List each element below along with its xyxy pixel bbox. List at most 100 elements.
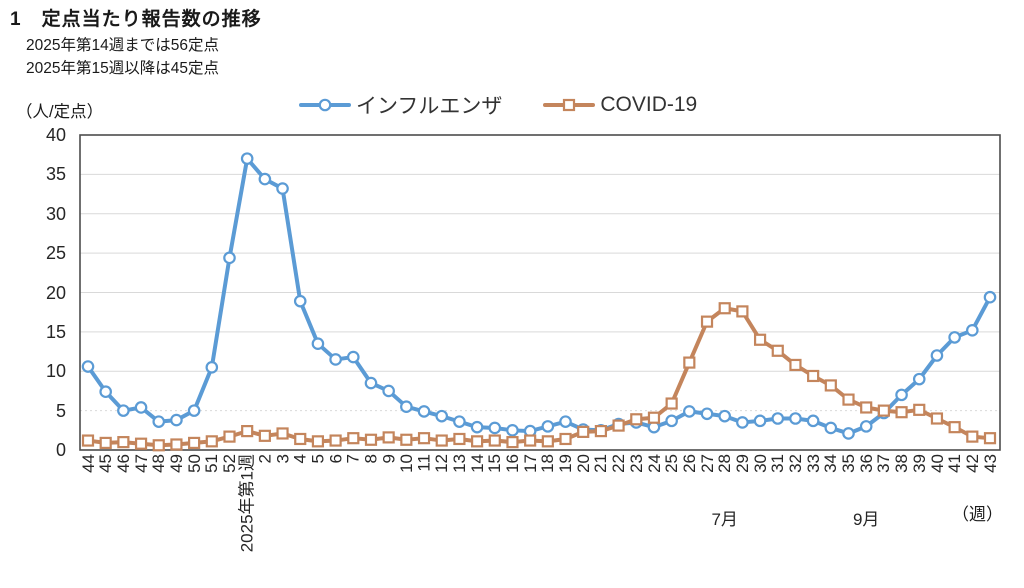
covid-19-marker xyxy=(223,430,236,443)
covid-19-marker xyxy=(895,406,908,419)
influenza-marker xyxy=(417,405,431,418)
covid-19-marker xyxy=(258,429,271,442)
covid-19-marker xyxy=(736,305,749,318)
y-tick-label-0: 0 xyxy=(55,440,66,460)
covid-19-marker xyxy=(435,434,448,447)
month-label: 7月 xyxy=(711,510,738,529)
y-axis-unit-label: （人/定点） xyxy=(16,103,104,121)
covid-19-marker xyxy=(559,432,572,446)
covid-19-marker xyxy=(630,413,643,426)
covid-19-marker xyxy=(347,432,360,445)
influenza-marker xyxy=(983,290,997,304)
covid-19-marker xyxy=(700,315,714,328)
influenza-marker xyxy=(700,407,714,421)
plot-border xyxy=(79,134,1001,451)
covid-19-marker xyxy=(948,421,961,434)
y-tick-label-25: 25 xyxy=(45,243,66,264)
covid-19-marker xyxy=(524,434,537,447)
influenza-series-line xyxy=(86,156,992,436)
influenza-marker xyxy=(559,415,572,428)
covid-19-marker xyxy=(683,356,696,369)
covid-19-marker xyxy=(276,427,289,440)
covid-19-marker xyxy=(241,425,254,438)
influenza-marker xyxy=(859,420,873,433)
legend-circle-marker-icon xyxy=(299,98,351,112)
influenza-marker xyxy=(683,405,696,418)
covid-19-marker xyxy=(99,436,112,450)
influenza-marker xyxy=(665,414,678,428)
influenza-marker xyxy=(99,385,112,399)
covid-19-marker xyxy=(382,431,395,444)
covid-19-marker xyxy=(860,401,873,414)
y-tick-label-15: 15 xyxy=(45,321,66,342)
influenza-marker xyxy=(912,372,926,386)
influenza-marker xyxy=(276,182,289,195)
x-axis-unit-label: （週） xyxy=(952,505,1003,524)
covid-19-marker xyxy=(665,397,678,410)
covid-19-marker xyxy=(612,419,625,432)
influenza-marker xyxy=(506,424,519,437)
influenza-marker xyxy=(824,421,838,435)
covid-19-marker xyxy=(913,403,926,416)
covid-19-marker xyxy=(842,393,855,406)
legend-label-covid-19: COVID-19 xyxy=(600,93,698,116)
covid-19-marker xyxy=(294,432,307,446)
influenza-marker xyxy=(966,323,979,337)
covid-19-marker xyxy=(488,434,501,447)
covid-19-marker xyxy=(594,425,608,438)
influenza-marker xyxy=(806,414,820,428)
influenza-marker xyxy=(311,337,325,350)
influenza-marker xyxy=(789,412,802,425)
page-title: 1 定点当たり報告数の推移 xyxy=(10,9,262,30)
y-tick-label-35: 35 xyxy=(45,164,66,185)
influenza-marker xyxy=(718,409,732,423)
covid-19-marker xyxy=(718,302,731,315)
covid-19-marker xyxy=(364,433,378,446)
covid-19-marker xyxy=(417,432,431,445)
influenza-marker xyxy=(293,294,307,308)
influenza-marker xyxy=(895,388,908,402)
covid-19-marker xyxy=(966,430,979,443)
influenza-marker xyxy=(346,350,360,364)
influenza-marker xyxy=(170,413,183,427)
covid-19-marker xyxy=(152,439,165,452)
influenza-marker xyxy=(382,384,395,398)
influenza-marker xyxy=(435,409,449,423)
covid-19-marker xyxy=(983,432,997,445)
influenza-marker xyxy=(329,353,342,366)
y-tick-label-30: 30 xyxy=(45,203,66,224)
influenza-marker xyxy=(187,404,201,417)
covid-19-marker xyxy=(930,412,944,425)
influenza-marker xyxy=(771,412,785,425)
influenza-marker xyxy=(488,421,502,435)
legend-label-influenza: インフルエンザ xyxy=(356,95,503,118)
influenza-marker xyxy=(541,420,555,433)
covid-19-marker xyxy=(134,437,148,450)
covid-19-marker xyxy=(188,436,201,450)
covid-19-marker xyxy=(807,369,820,383)
influenza-marker xyxy=(948,331,961,344)
y-tick-label-40: 40 xyxy=(45,125,66,145)
covid-19-marker xyxy=(400,433,413,446)
influenza-marker xyxy=(223,251,236,265)
covid-19-marker xyxy=(329,434,342,447)
month-label: 9月 xyxy=(852,510,880,529)
legend-square-marker-icon xyxy=(543,98,596,112)
legend-item-influenza: インフルエンザ xyxy=(298,90,502,120)
influenza-marker xyxy=(258,172,272,186)
influenza-marker xyxy=(842,427,855,440)
covid-19-marker xyxy=(453,432,466,446)
influenza-marker xyxy=(470,420,484,434)
legend-item-covid-19: COVID-19 xyxy=(542,93,697,117)
influenza-marker xyxy=(240,152,254,165)
influenza-marker xyxy=(117,404,130,417)
covid-19-marker xyxy=(541,435,554,448)
covid-19-marker xyxy=(771,344,784,357)
influenza-marker xyxy=(736,416,749,429)
covid-19-marker xyxy=(647,411,661,424)
influenza-marker xyxy=(205,361,219,374)
influenza-marker xyxy=(364,376,378,390)
note-sentinel-count-1: 2025年第14週までは56定点 xyxy=(26,37,219,54)
note-sentinel-count-2: 2025年第15週以降は45定点 xyxy=(26,60,219,77)
